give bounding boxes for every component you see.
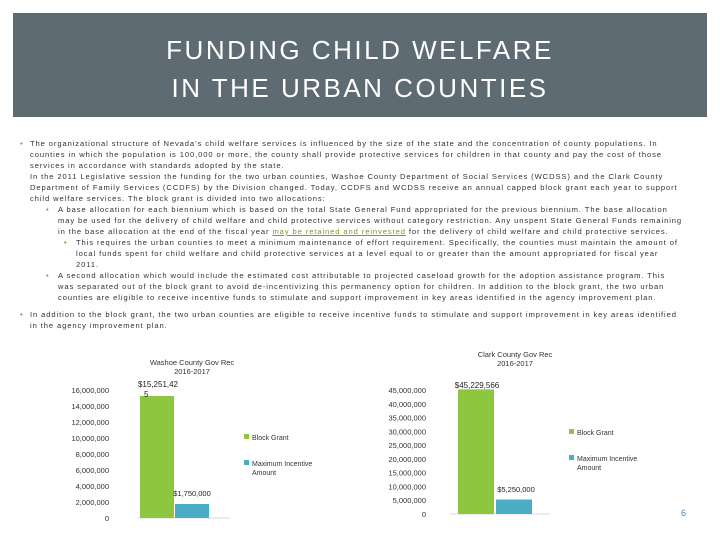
main-bullet: The organizational structure of Nevada’s… — [20, 138, 684, 204]
paragraph-1: The organizational structure of Nevada’s… — [30, 139, 662, 170]
clark-chart: Clark County Gov Rec 2016-2017 45,000,00… — [388, 350, 637, 519]
title-bar: FUNDING CHILD WELFARE IN THE URBAN COUNT… — [13, 13, 707, 117]
washoe-ytick-label: 16,000,000 — [71, 386, 109, 395]
clark-ytick-label: 25,000,000 — [388, 441, 426, 450]
clark-legend-swatch-incentive — [569, 455, 574, 460]
clark-title-line1: Clark County Gov Rec — [478, 350, 553, 359]
washoe-legend-incentive-1: Maximum Incentive — [252, 461, 312, 468]
clark-ytick-label: 15,000,000 — [388, 469, 426, 478]
washoe-chart: Washoe County Gov Rec 2016-2017 16,000,0… — [71, 358, 312, 523]
paragraph-2: In the 2011 Legislative session the fund… — [30, 172, 678, 203]
clark-ytick-label: 10,000,000 — [388, 482, 426, 491]
washoe-bar-block-grant — [140, 395, 174, 518]
washoe-block-label-1: $15,251,42 — [138, 380, 179, 389]
washoe-legend-swatch-incentive — [244, 460, 249, 465]
sub-bullet-1: A base allocation for each biennium whic… — [20, 204, 684, 237]
washoe-bar-max-incentive — [175, 504, 209, 518]
slide-title-line1: FUNDING CHILD WELFARE — [166, 35, 554, 65]
slide-title-line2: IN THE URBAN COUNTIES — [171, 73, 549, 103]
washoe-title-line1: Washoe County Gov Rec — [150, 358, 235, 367]
clark-legend-swatch-block — [569, 429, 574, 434]
paragraph-3: In addition to the block grant, the two … — [30, 310, 677, 330]
clark-ytick-label: 45,000,000 — [388, 386, 426, 395]
clark-ytick-label: 35,000,000 — [388, 414, 426, 423]
clark-legend-incentive-2: Amount — [577, 465, 601, 472]
washoe-title-line2: 2016-2017 — [174, 367, 210, 376]
clark-ytick-label: 40,000,000 — [388, 400, 426, 409]
body-text: The organizational structure of Nevada’s… — [20, 138, 684, 331]
washoe-ytick-label: 10,000,000 — [71, 434, 109, 443]
clark-bar-max-incentive — [496, 499, 532, 514]
clark-ytick-label: 5,000,000 — [393, 496, 426, 505]
washoe-incentive-label: $1,750,000 — [173, 489, 211, 498]
clark-bar-block-grant — [458, 389, 494, 514]
washoe-ytick-label: 6,000,000 — [76, 466, 109, 475]
retained-reinvested-link[interactable]: may be retained and reinvested — [272, 227, 406, 236]
washoe-ytick-label: 0 — [105, 514, 109, 523]
paragraph-3-bullet: In addition to the block grant, the two … — [20, 309, 684, 331]
clark-ytick-label: 30,000,000 — [388, 427, 426, 436]
clark-ytick-label: 0 — [422, 510, 426, 519]
page-number: 6 — [680, 508, 686, 518]
washoe-ytick-label: 14,000,000 — [71, 402, 109, 411]
sub-bullet-1-text-a: A base allocation for each biennium whic… — [58, 205, 683, 236]
clark-block-label: $45,229,566 — [455, 381, 500, 390]
washoe-ytick-label: 8,000,000 — [76, 450, 109, 459]
clark-title-line2: 2016-2017 — [497, 359, 533, 368]
washoe-ytick-label: 2,000,000 — [76, 498, 109, 507]
washoe-ytick-label: 12,000,000 — [71, 418, 109, 427]
sub-bullet-2: A second allocation which would include … — [20, 270, 684, 303]
sub-sub-bullet-1: This requires the urban counties to meet… — [20, 237, 684, 270]
sub-bullet-1-text-b: for the delivery of child welfare and ch… — [408, 227, 669, 236]
washoe-block-label-2: 5 — [144, 390, 149, 399]
washoe-legend-incentive-2: Amount — [252, 470, 276, 477]
clark-legend-incentive-1: Maximum Incentive — [577, 456, 637, 463]
clark-incentive-label: $5,250,000 — [497, 485, 535, 494]
washoe-legend-swatch-block — [244, 434, 249, 439]
clark-legend-block: Block Grant — [577, 430, 614, 437]
washoe-legend-block: Block Grant — [252, 435, 289, 442]
washoe-ytick-label: 4,000,000 — [76, 482, 109, 491]
clark-ytick-label: 20,000,000 — [388, 455, 426, 464]
